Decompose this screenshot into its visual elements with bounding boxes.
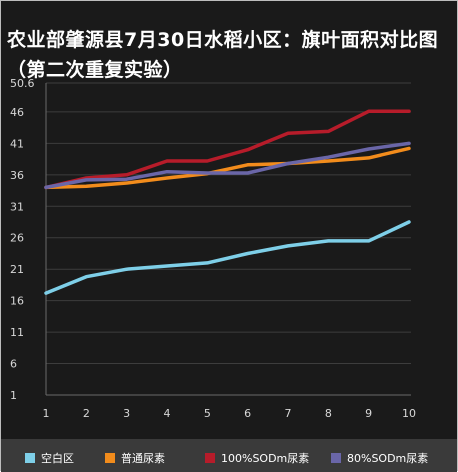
x-tick-label: 2 [83, 407, 90, 420]
chart-title: 农业部肇源县7月30日水稻小区：旗叶面积对比图（第二次重复实验） [7, 29, 439, 81]
x-tick-label: 7 [285, 407, 292, 420]
x-tick-label: 1 [43, 407, 50, 420]
legend-label: 空白区 [41, 452, 74, 465]
x-tick-label: 8 [325, 407, 332, 420]
legend-item: 普通尿素 [105, 452, 165, 466]
legend-item: 空白区 [25, 452, 74, 466]
legend-label: 100%SODm尿素 [221, 452, 310, 465]
legend-swatch [205, 453, 215, 463]
x-tick-label: 3 [123, 407, 130, 420]
x-tick-label: 5 [204, 407, 211, 420]
y-tick-label: 11 [10, 326, 24, 339]
series-line-2 [44, 146, 411, 190]
y-tick-label: 41 [10, 137, 24, 150]
legend-item: 80%SODm尿素 [331, 452, 428, 466]
legend-label: 80%SODm尿素 [347, 452, 429, 465]
y-tick-label: 46 [10, 106, 24, 119]
x-tick-label: 10 [402, 407, 416, 420]
series-line-3 [44, 109, 411, 190]
y-tick-label: 50.6 [10, 77, 35, 90]
x-tick-label: 9 [365, 407, 372, 420]
series-line-1 [44, 220, 411, 295]
legend-item: 100%SODm尿素 [205, 452, 309, 466]
y-tick-label: 36 [10, 169, 24, 182]
y-tick-label: 26 [10, 232, 24, 245]
y-tick-label: 31 [10, 200, 24, 213]
legend: 空白区 普通尿素 100%SODm尿素 80%SODm尿素 [1, 439, 457, 472]
legend-label: 普通尿素 [121, 452, 165, 465]
y-tick-label: 16 [10, 295, 24, 308]
x-tick-label: 6 [244, 407, 251, 420]
legend-swatch [331, 453, 341, 463]
y-tick-label: 1 [10, 389, 17, 402]
x-tick-label: 4 [164, 407, 171, 420]
legend-swatch [105, 453, 115, 463]
legend-swatch [25, 453, 35, 463]
series-line-4 [44, 141, 411, 190]
y-tick-label: 6 [10, 358, 17, 371]
y-tick-label: 21 [10, 263, 24, 276]
